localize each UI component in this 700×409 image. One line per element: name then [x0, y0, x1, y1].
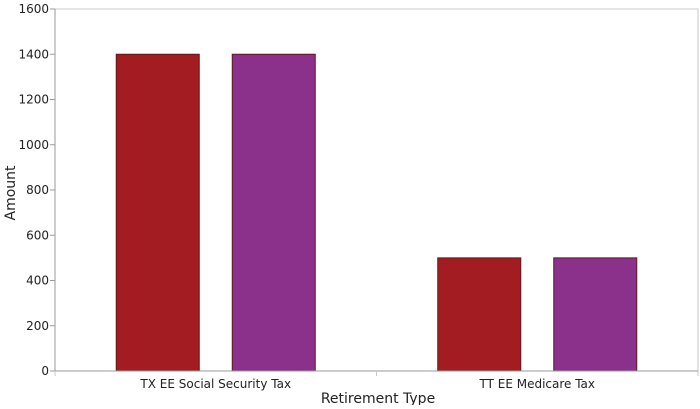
bars-group	[115, 53, 638, 372]
y-axis: 0 200 400 600 800 1000 1200 1400 1600	[18, 2, 56, 378]
y-tick-label: 800	[26, 183, 49, 197]
y-tick-label: 1400	[18, 47, 49, 61]
y-axis-title: Amount	[3, 165, 19, 221]
y-tick-label: 1600	[18, 2, 49, 16]
y-tick-label: 600	[26, 228, 49, 242]
x-axis: TX EE Social Security Tax TT EE Medicare …	[54, 370, 699, 391]
x-tick-label: TX EE Social Security Tax	[139, 377, 291, 391]
x-axis-title: Retirement Type	[321, 391, 435, 405]
bar[interactable]	[231, 53, 316, 372]
y-tick-label: 0	[41, 364, 49, 378]
y-tick-label: 1200	[18, 93, 49, 107]
bar[interactable]	[437, 257, 522, 372]
y-tick-label: 400	[26, 274, 49, 288]
x-tick-label: TT EE Medicare Tax	[478, 377, 595, 391]
y-tick-label: 200	[26, 319, 49, 333]
bar[interactable]	[553, 257, 638, 372]
bar[interactable]	[115, 53, 200, 372]
y-tick-label: 1000	[18, 138, 49, 152]
